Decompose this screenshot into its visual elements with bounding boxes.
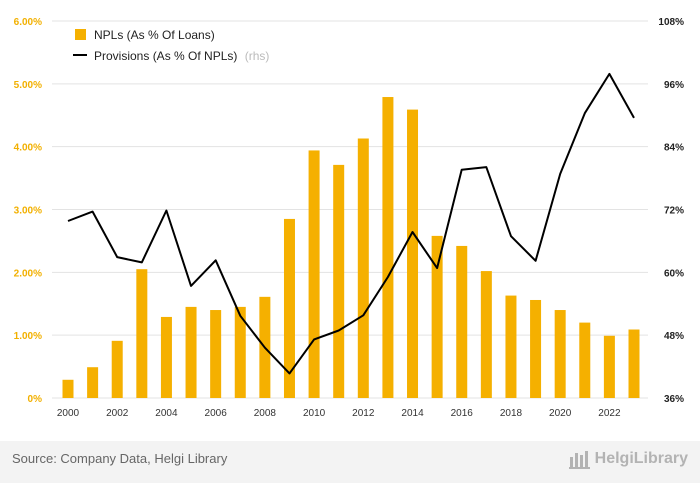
left-tick-label: 5.00%	[14, 80, 42, 91]
bar-npls	[185, 306, 197, 398]
bar-npls	[628, 329, 640, 398]
bar-npls	[456, 245, 468, 398]
left-tick-label: 0%	[28, 394, 43, 405]
bar-npls	[210, 310, 222, 398]
bar-npls	[87, 367, 99, 398]
left-tick-label: 3.00%	[14, 206, 42, 217]
legend: NPLs (As % Of Loans) Provisions (As % Of…	[73, 28, 269, 63]
bar-npls	[505, 295, 517, 398]
chart: 0% 36% 1.00% 48% 2.00% 60% 3.00% 72% 4.00% 84% 5.0…	[14, 17, 684, 419]
bar-npls	[431, 235, 443, 398]
legend-label-npls: NPLs (As % Of Loans)	[94, 28, 215, 42]
source-text: Source: Company Data, Helgi Library	[12, 451, 228, 466]
left-tick-label: 1.00%	[14, 331, 42, 342]
right-tick-label: 84%	[664, 143, 684, 154]
bar-npls	[603, 335, 615, 398]
bar-npls	[530, 299, 542, 398]
footer: Source: Company Data, Helgi Library Helg…	[0, 441, 700, 483]
right-tick-label: 48%	[664, 331, 684, 342]
bar-npls	[579, 322, 591, 398]
x-tick-label: 2016	[451, 408, 474, 419]
bar-npls	[382, 97, 394, 399]
bar-npls	[160, 316, 172, 398]
left-tick-label: 4.00%	[14, 143, 42, 154]
bar-npls	[357, 138, 369, 398]
bar-npls	[554, 310, 566, 398]
right-tick-label: 72%	[664, 206, 684, 217]
legend-label-rhs: (rhs)	[245, 49, 270, 63]
ticks: 0% 36% 1.00% 48% 2.00% 60% 3.00% 72% 4.00% 84% 5.0…	[14, 17, 684, 419]
bar-npls	[308, 150, 320, 398]
x-tick-label: 2004	[155, 408, 178, 419]
bar-npls	[111, 340, 123, 398]
x-tick-label: 2022	[598, 408, 621, 419]
legend-label-provisions: Provisions (As % Of NPLs)	[94, 49, 237, 63]
bar-npls	[62, 379, 74, 398]
right-tick-label: 36%	[664, 394, 684, 405]
right-tick-label: 60%	[664, 268, 684, 279]
helgi-library-logo: HelgiLibrary	[568, 449, 688, 469]
legend-label-provisions-group: Provisions (As % Of NPLs) (rhs)	[94, 49, 269, 63]
bar-npls	[480, 271, 492, 398]
library-icon	[568, 451, 590, 469]
x-tick-label: 2010	[303, 408, 326, 419]
bar-npls	[333, 164, 345, 398]
x-tick-label: 2012	[352, 408, 375, 419]
provisions-line-group	[67, 72, 635, 375]
bar-npls	[407, 109, 419, 398]
grid	[52, 20, 648, 399]
x-tick-label: 2008	[254, 408, 277, 419]
right-tick-label: 96%	[664, 80, 684, 91]
right-tick-label: 108%	[658, 17, 684, 28]
x-tick-label: 2006	[205, 408, 228, 419]
bar-npls	[283, 218, 295, 398]
left-tick-label: 6.00%	[14, 17, 42, 28]
bar-npls	[136, 269, 148, 398]
x-tick-label: 2002	[106, 408, 129, 419]
x-tick-label: 2000	[57, 408, 80, 419]
x-tick-label: 2018	[500, 408, 523, 419]
x-tick-label: 2020	[549, 408, 572, 419]
left-tick-label: 2.00%	[14, 268, 42, 279]
legend-swatch-npls	[75, 29, 86, 40]
logo-text: HelgiLibrary	[594, 450, 688, 467]
provisions-line	[67, 72, 635, 375]
x-tick-label: 2014	[401, 408, 424, 419]
bar-npls	[234, 306, 246, 398]
